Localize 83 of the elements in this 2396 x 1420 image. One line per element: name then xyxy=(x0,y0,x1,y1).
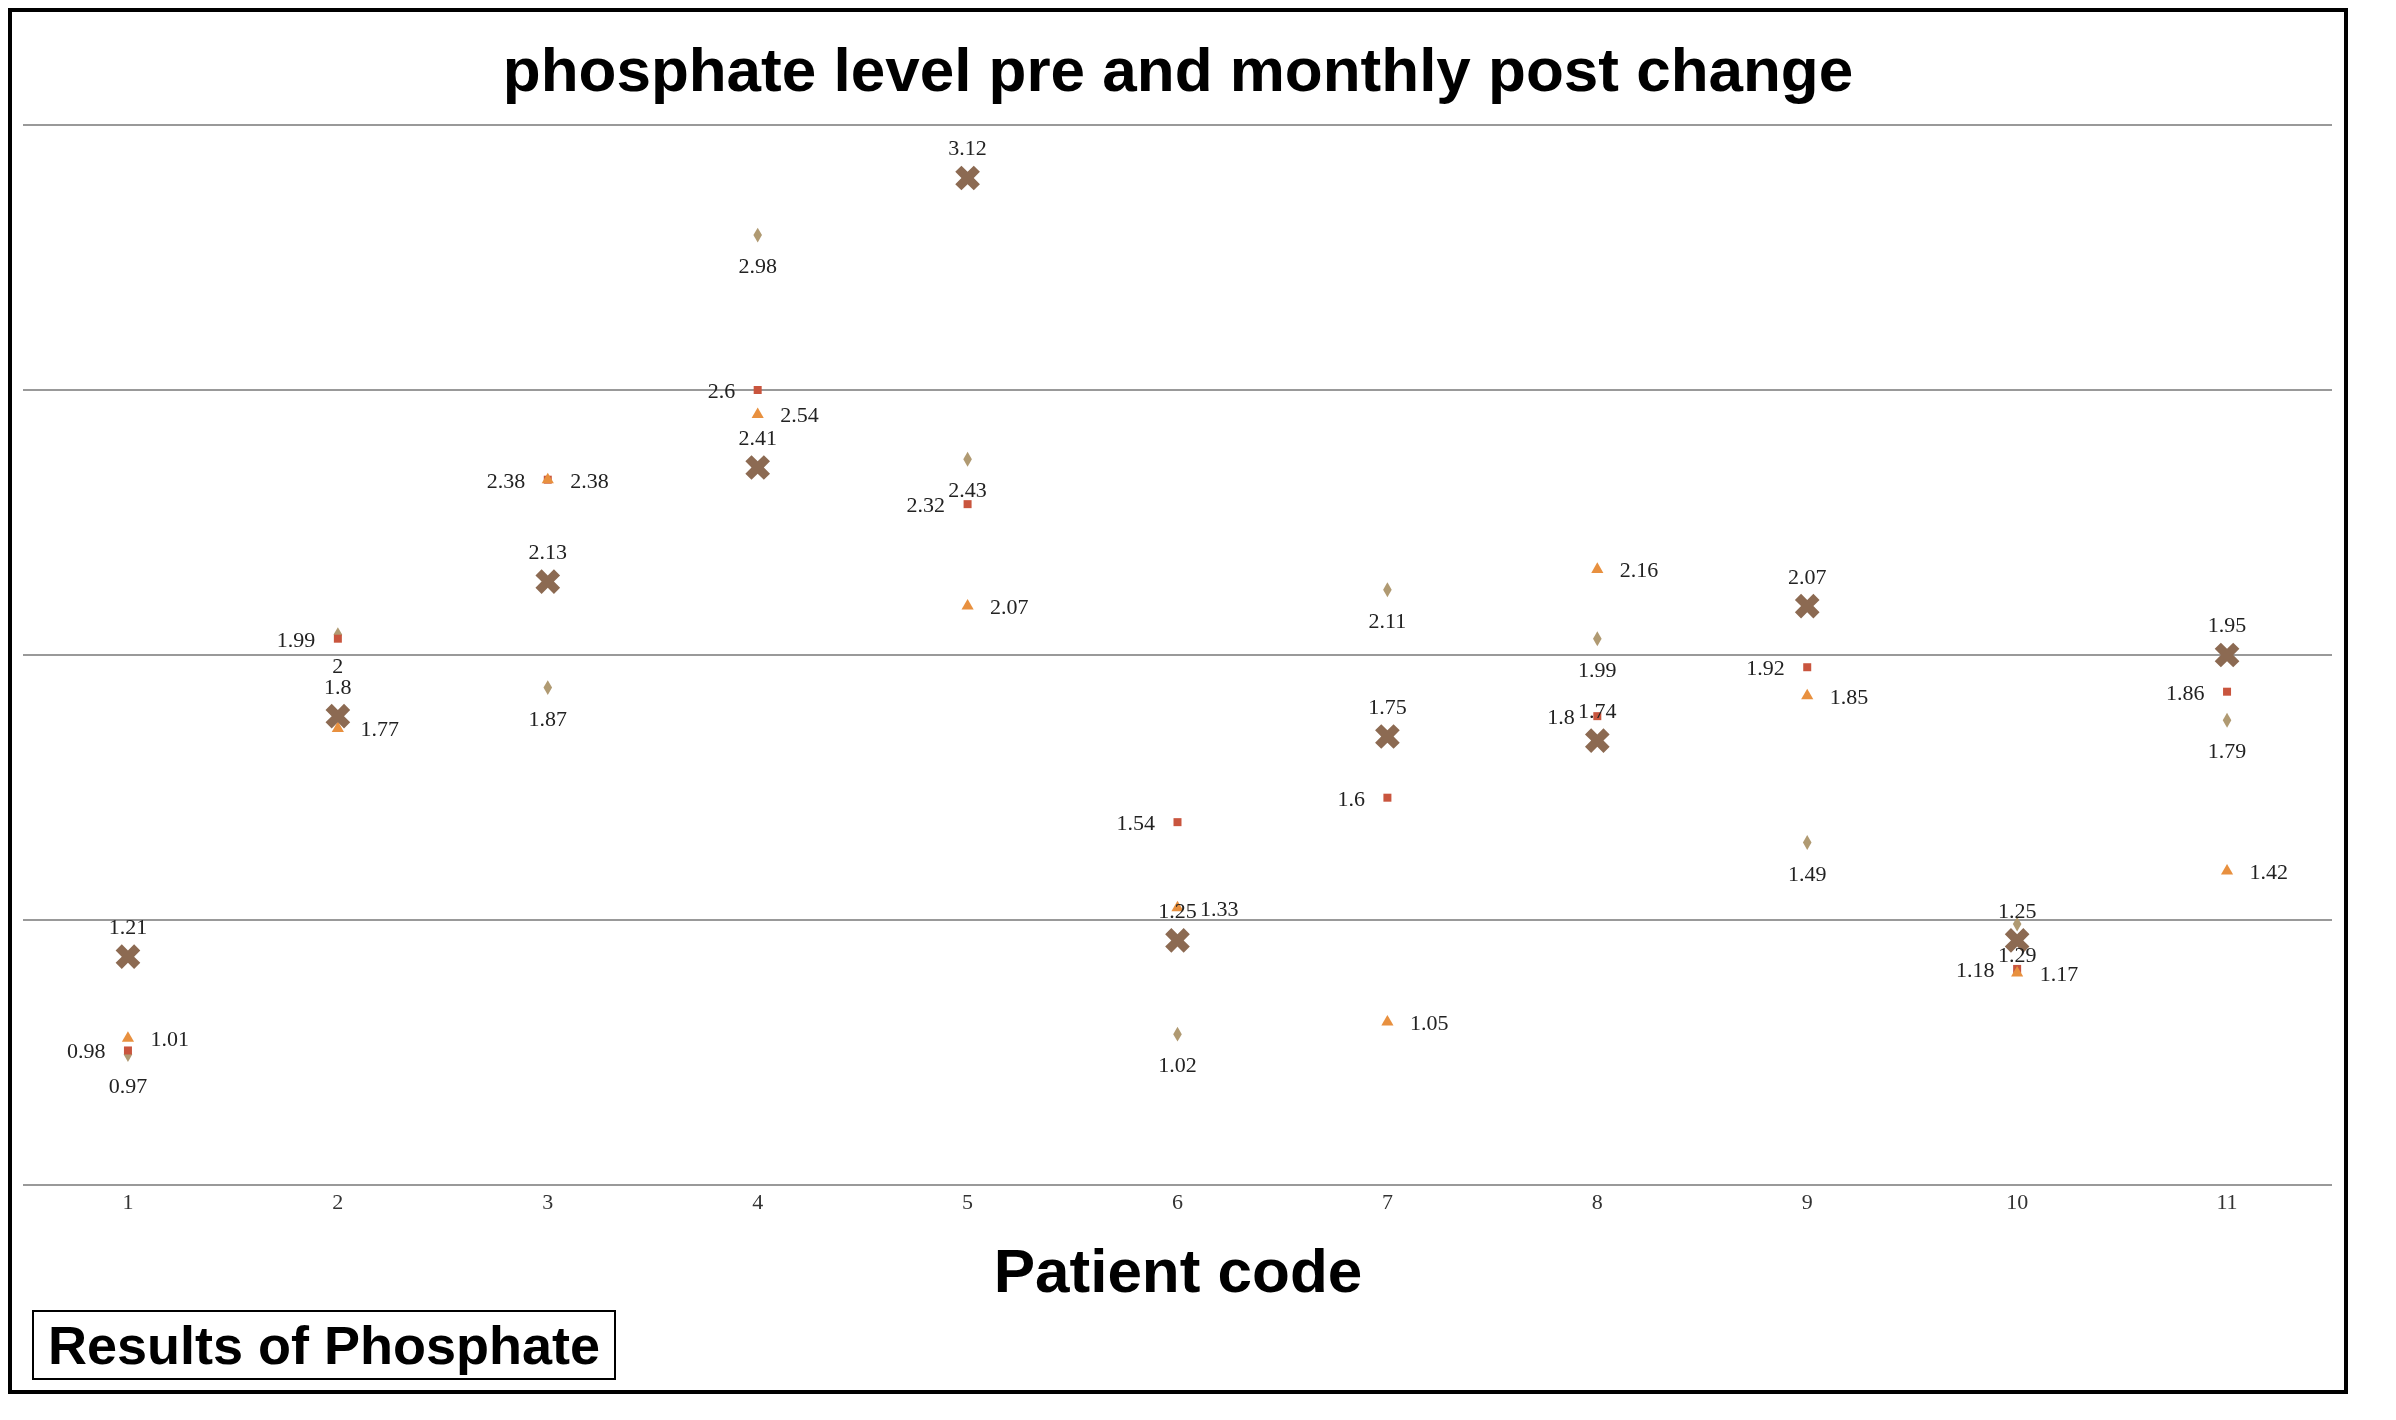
data-label: 1.18 xyxy=(1956,956,1995,982)
data-label: 1.6 xyxy=(1337,785,1365,811)
x-tick-label: 8 xyxy=(1591,1188,1603,1214)
x-tick-label: 10 xyxy=(2006,1188,2029,1214)
point xyxy=(1173,818,1182,827)
data-label: 2.43 xyxy=(948,477,987,503)
data-label: 1.01 xyxy=(150,1026,189,1052)
x-tick-label: 4 xyxy=(752,1188,764,1214)
data-label: 2.11 xyxy=(1368,607,1407,633)
point xyxy=(2220,864,2234,875)
data-label: 1.99 xyxy=(276,626,316,652)
data-label: 0.98 xyxy=(66,1038,106,1064)
data-label: 1.95 xyxy=(2207,612,2247,638)
point xyxy=(753,386,762,394)
point xyxy=(1591,562,1604,573)
data-label: 1.75 xyxy=(1368,694,1407,720)
point xyxy=(955,165,980,191)
x-tick-label: 1 xyxy=(122,1188,134,1214)
data-label: 1.99 xyxy=(1578,656,1617,682)
data-label: 2.07 xyxy=(1787,563,1827,589)
point xyxy=(115,944,141,970)
point xyxy=(121,1031,135,1042)
point xyxy=(1383,793,1392,802)
data-label: 1.25 xyxy=(1158,897,1197,923)
data-label: 1.87 xyxy=(528,705,568,731)
data-label: 2.98 xyxy=(738,253,777,279)
data-label: 1.29 xyxy=(1997,942,2037,968)
x-tick-label: 6 xyxy=(1172,1188,1183,1214)
chart-title: phosphate level pre and monthly post change xyxy=(501,34,1855,106)
point xyxy=(2214,642,2240,668)
point xyxy=(2223,687,2232,696)
point xyxy=(751,407,764,418)
x-axis-title: Patient code xyxy=(992,1235,1364,1306)
point xyxy=(1381,1014,1394,1026)
data-label: 1.74 xyxy=(1578,698,1617,724)
data-label: 2.41 xyxy=(738,424,777,450)
data-label: 1.02 xyxy=(1158,1052,1197,1078)
data-label: 2.16 xyxy=(1619,557,1659,583)
data-label: 1.17 xyxy=(2039,960,2079,986)
point xyxy=(1584,728,1610,753)
text: Results of Phosphate xyxy=(32,1310,617,1380)
point xyxy=(1794,593,1820,619)
data-label: 2.54 xyxy=(780,402,819,428)
x-tick-label: 5 xyxy=(962,1188,974,1214)
x-tick-label: 2 xyxy=(332,1188,344,1214)
x-tick-label: 9 xyxy=(1801,1188,1813,1214)
data-label: 1.86 xyxy=(2166,679,2205,705)
data-label: 1.42 xyxy=(2249,858,2289,884)
data-label: 2.32 xyxy=(906,491,946,517)
point xyxy=(535,569,561,594)
data-label: 1.77 xyxy=(360,716,399,742)
point xyxy=(1803,663,1812,672)
point xyxy=(745,455,771,480)
data-label: 3.12 xyxy=(948,135,987,161)
data-label: 1.8 xyxy=(1547,703,1575,729)
point xyxy=(333,634,342,643)
point xyxy=(2011,965,2024,977)
data-label: 1.54 xyxy=(1116,809,1155,835)
point xyxy=(1375,724,1400,749)
data-label: 1.05 xyxy=(1409,1009,1449,1035)
data-label: 2.13 xyxy=(528,539,568,565)
data-label: 1.21 xyxy=(108,914,148,940)
x-tick-label: 11 xyxy=(2216,1188,2238,1214)
data-label: 2.07 xyxy=(990,593,1029,619)
data-label: 1.25 xyxy=(1997,897,2037,923)
data-label: 0.97 xyxy=(108,1072,148,1098)
data-label: 1.85 xyxy=(1829,683,1869,709)
x-tick-label: 7 xyxy=(1381,1188,1393,1214)
data-label: 1.92 xyxy=(1746,655,1785,681)
point xyxy=(961,599,974,610)
data-label: 2.38 xyxy=(486,467,526,493)
point xyxy=(1165,928,1190,953)
point xyxy=(123,1046,132,1055)
x-tick-label: 3 xyxy=(542,1188,554,1214)
point xyxy=(963,500,972,509)
data-label: 1.79 xyxy=(2207,738,2247,764)
data-label: 2.38 xyxy=(570,467,609,493)
point xyxy=(331,721,344,732)
data-label: 2.6 xyxy=(707,377,736,403)
point xyxy=(1801,688,1814,700)
point xyxy=(325,703,351,729)
data-label: 1.33 xyxy=(1200,895,1239,921)
data-label: 1.49 xyxy=(1787,860,1827,886)
